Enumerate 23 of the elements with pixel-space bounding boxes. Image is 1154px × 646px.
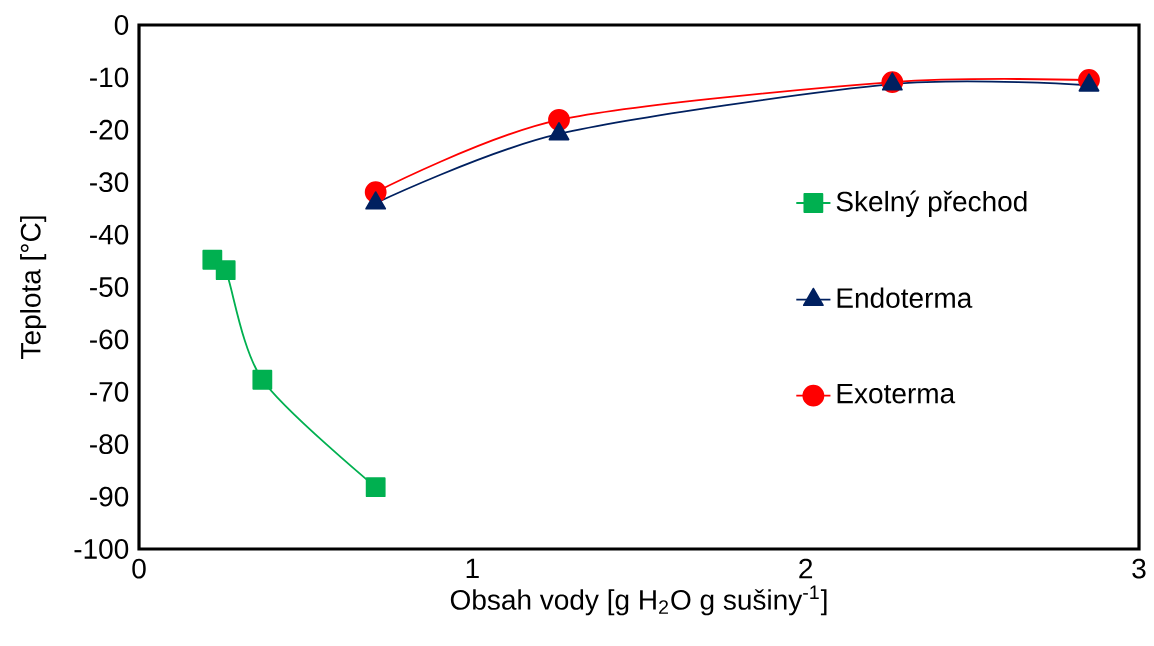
y-tick-label: -50: [90, 277, 129, 297]
y-tick-label: -20: [90, 119, 129, 140]
y-tick-label: -60: [90, 329, 129, 350]
y-tick-label: 0: [114, 15, 129, 35]
y-tick-label: -80: [90, 434, 129, 455]
y-tick-label: -70: [90, 381, 129, 402]
y-tick-label: -30: [90, 172, 129, 193]
y-tick-label: -40: [90, 224, 129, 245]
x-tick-label: 3: [1132, 558, 1146, 579]
x-tick-label: 0: [132, 558, 146, 579]
x-axis-title: Obsah vody [g H$_{2}$O g sušiny$^{-1}$]: [450, 585, 827, 616]
point: [365, 477, 386, 498]
y-tick-label: -10: [90, 67, 129, 88]
y-tick-label: -100: [74, 539, 129, 559]
point: [215, 260, 236, 281]
legend-label: Endoterma: [837, 287, 973, 308]
y-axis-title: Teplota [°C]: [20, 216, 47, 359]
legend-label: Skelný přechod: [836, 190, 1027, 218]
x-tick-label: 1: [466, 558, 479, 578]
y-tick-label: -90: [90, 486, 129, 507]
point: [252, 369, 273, 390]
legend-label: Exoterma: [837, 383, 956, 404]
x-tick-label: 2: [799, 558, 813, 579]
